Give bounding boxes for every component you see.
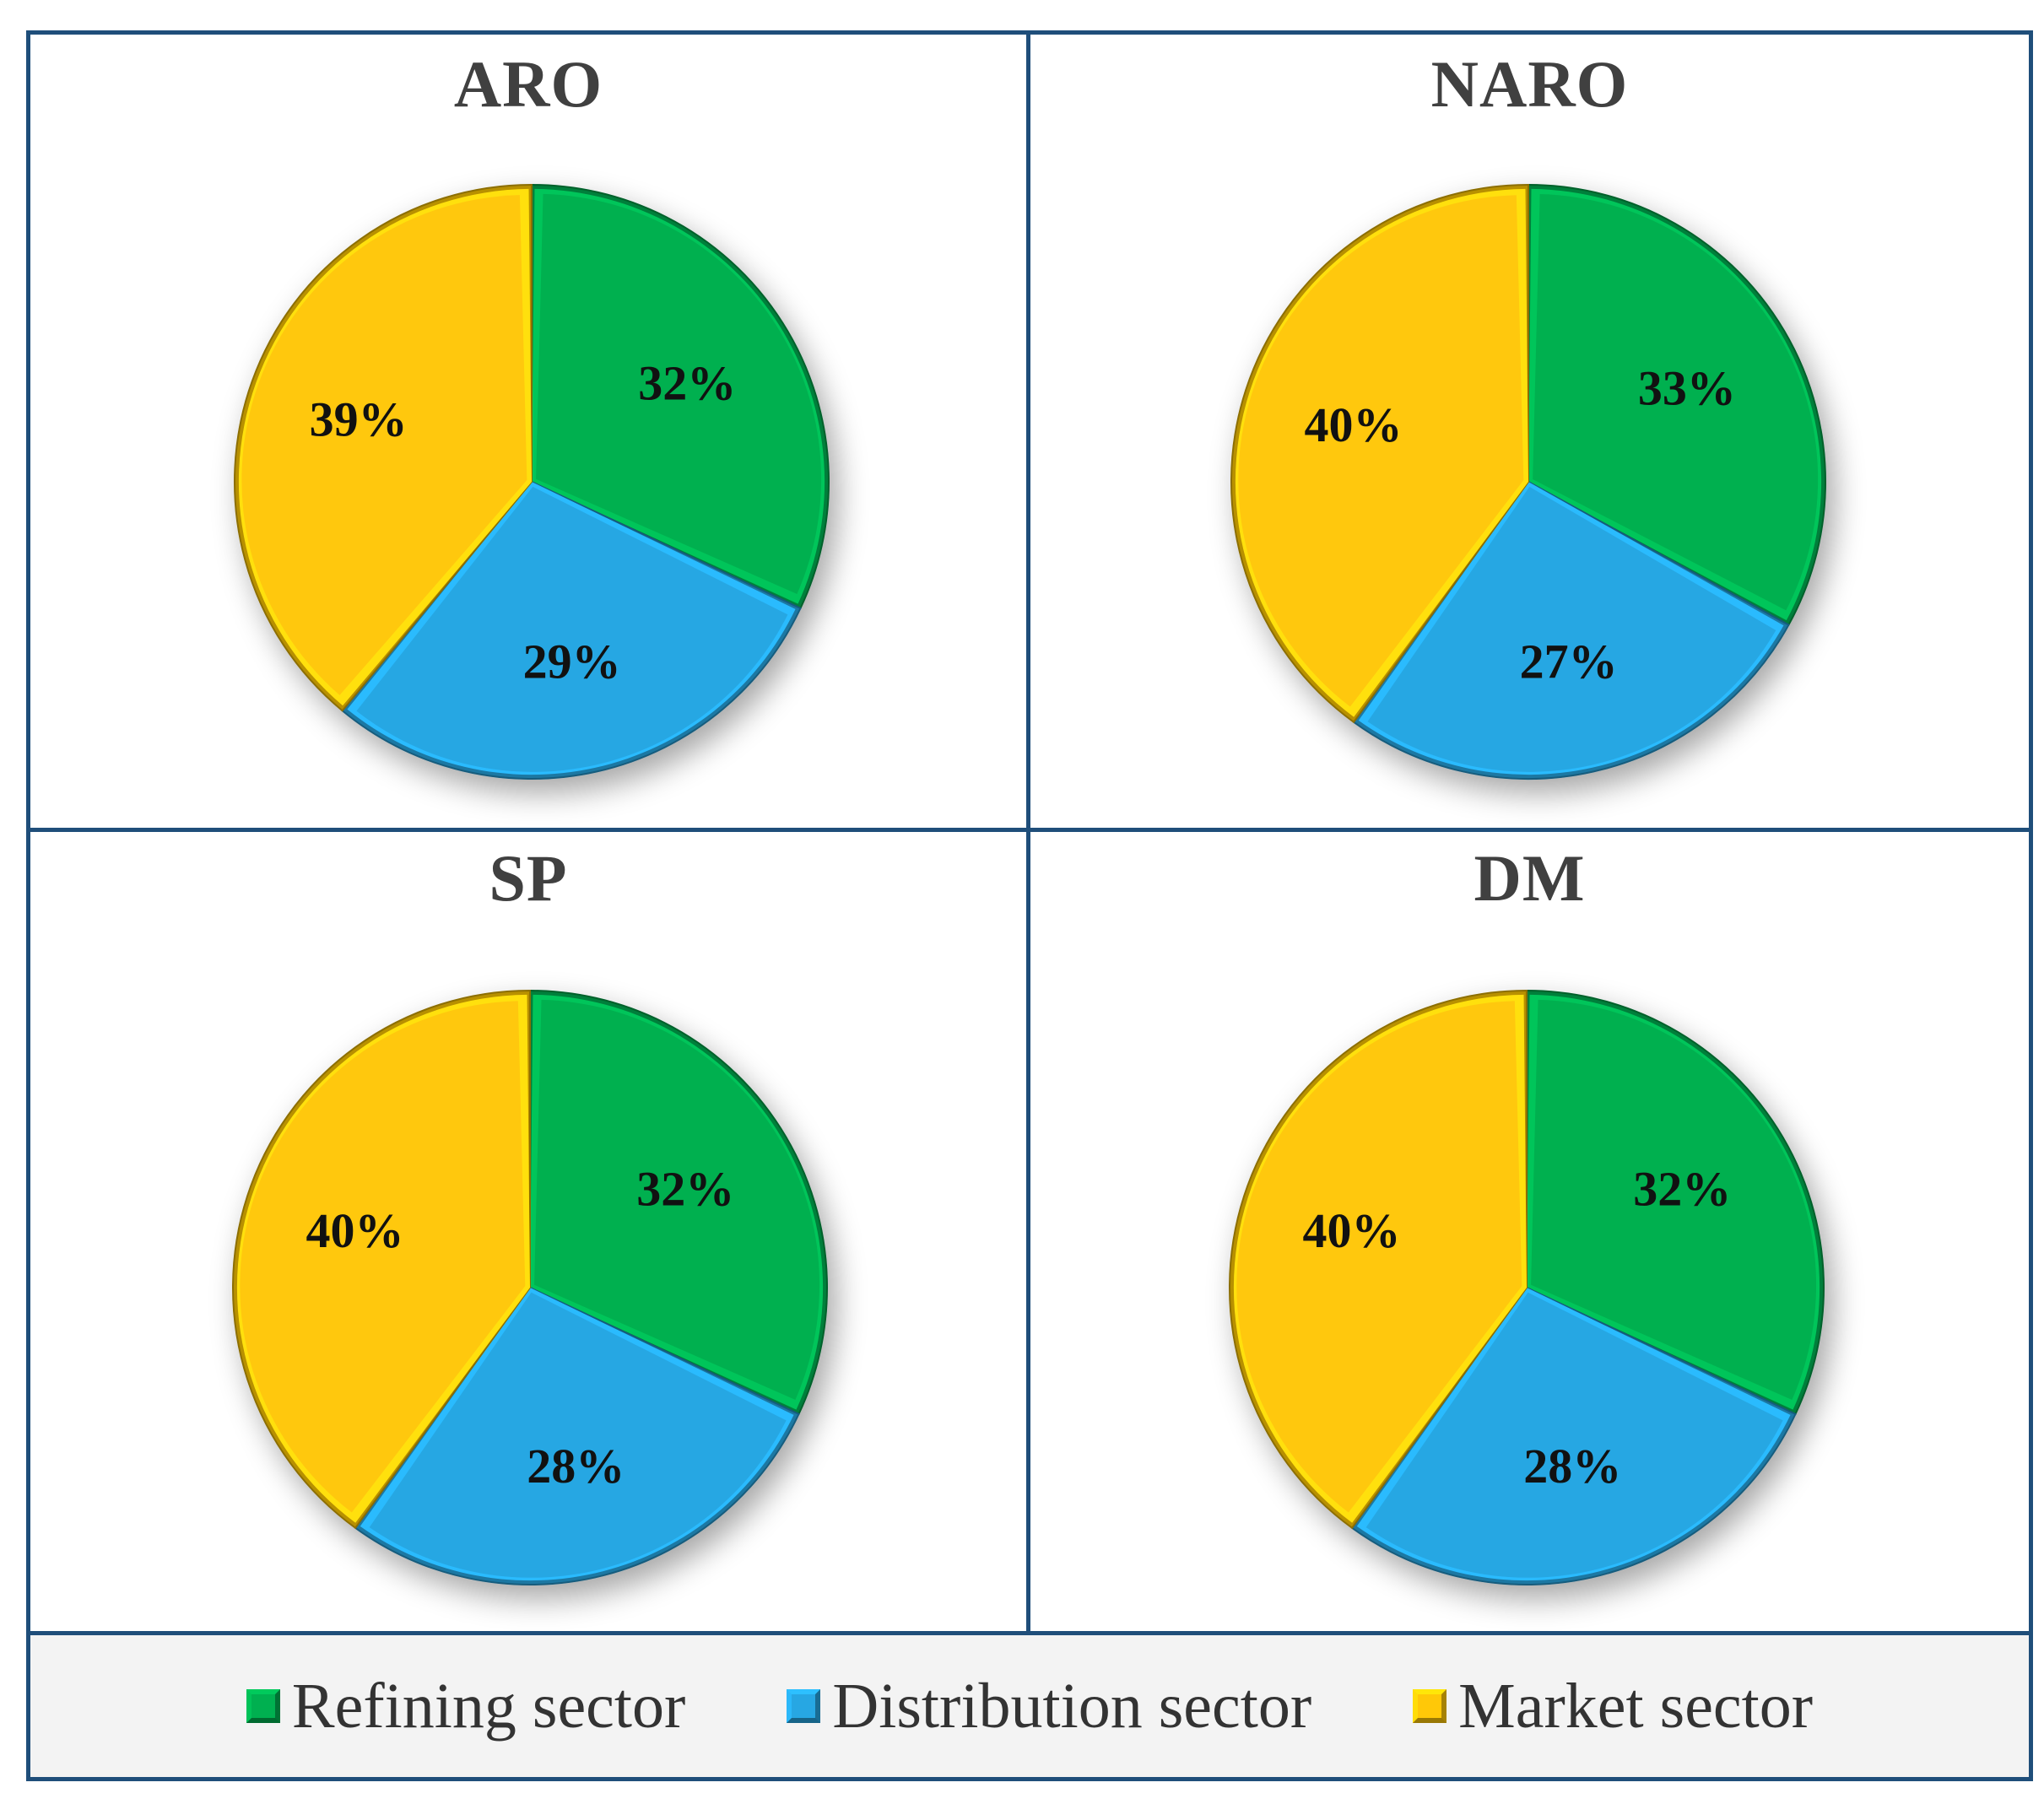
legend-swatch-distribution [787,1689,821,1723]
pie-slice-market [1238,195,1524,707]
pie-slice-market [1236,1001,1522,1513]
pie-slices [1230,183,1826,780]
legend-item-market: Market sector [1413,1670,1813,1743]
pie-slice-refining [1531,999,1817,1401]
pie-slice-label-distribution: 28% [1523,1439,1621,1493]
pie-slice-distribution [1367,486,1776,772]
pie-panel-naro: NARO 33% 27% 40% [1030,35,2029,828]
pie-title: DM [1474,841,1586,915]
legend-swatch-market [1413,1689,1447,1723]
pie-chart: 32% 28% 40% [1229,989,1825,1585]
pie-slice-distribution [1365,1292,1783,1578]
pie-slice-market [241,195,527,695]
grid-divider-vertical [1026,30,1030,1634]
legend-swatch-refining [246,1689,280,1723]
pie-slice-label-refining: 33% [1638,360,1736,415]
pie-slice-label-distribution: 27% [1520,634,1618,689]
pie-slice-label-refining: 32% [1633,1162,1731,1217]
pie-slice-distribution [356,486,788,772]
pie-slice-refining [536,193,822,595]
pie-slice-label-refining: 32% [638,356,736,411]
pie-slices [234,183,830,780]
pie-slice-refining [1533,194,1819,611]
pie-title: SP [489,841,568,915]
pie-slices [232,989,828,1585]
pie-panel-aro: ARO 32% 29% 39% [30,35,1026,828]
legend-label: Distribution sector [832,1670,1312,1742]
legend-label: Market sector [1458,1670,1814,1742]
legend: Refining sector Distribution sector Mark… [30,1635,2029,1777]
legend-item-refining: Refining sector [246,1670,685,1743]
pie-chart: 32% 29% 39% [234,183,830,780]
pie-panel-dm: DM 32% 28% 40% [1030,832,2029,1631]
pie-slice-label-distribution: 28% [527,1439,625,1493]
pie-title: NARO [1430,47,1629,121]
pie-slices [1229,989,1825,1585]
pie-panel-sp: SP 32% 28% 40% [30,832,1026,1631]
pie-slice-label-market: 40% [1304,397,1402,452]
grid-divider-horizontal-middle [26,828,2033,832]
pie-slice-label-distribution: 29% [523,634,621,689]
legend-label: Refining sector [291,1670,686,1742]
pie-slice-refining [534,999,820,1401]
pie-slice-label-refining: 32% [636,1162,734,1217]
pie-slice-market [240,1001,526,1513]
pie-slice-label-market: 40% [1302,1203,1400,1258]
legend-item-distribution: Distribution sector [787,1670,1311,1743]
pie-chart: 32% 28% 40% [232,989,828,1585]
pie-slice-label-market: 39% [310,392,408,447]
pie-chart: 33% 27% 40% [1230,183,1826,780]
grid-divider-horizontal-legend [26,1631,2033,1635]
pie-title: ARO [453,47,603,121]
pie-slice-distribution [369,1292,787,1578]
pie-slice-label-market: 40% [306,1203,403,1258]
